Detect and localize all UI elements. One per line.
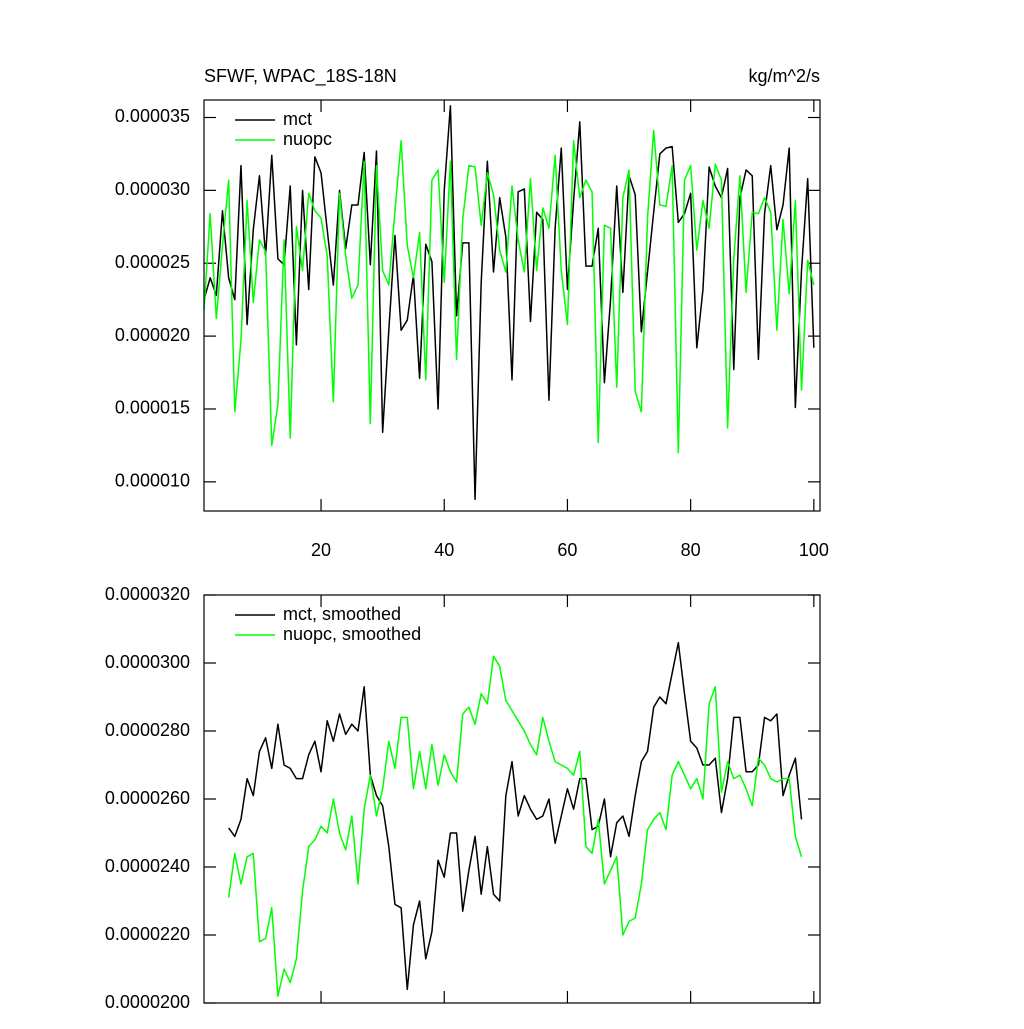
data-line — [228, 641, 803, 991]
x-tick-label: 60 — [557, 540, 577, 560]
y-tick-label: 0.0000240 — [105, 856, 190, 876]
legend-label: nuopc, smoothed — [283, 624, 421, 644]
data-line — [203, 105, 815, 501]
data-line — [203, 129, 815, 454]
legend-label: mct — [283, 109, 312, 129]
y-tick-label: 0.000010 — [115, 471, 190, 491]
y-tick-label: 0.0000220 — [105, 924, 190, 944]
y-tick-label: 0.0000280 — [105, 720, 190, 740]
y-tick-label: 0.000020 — [115, 325, 190, 345]
y-tick-label: 0.0000260 — [105, 788, 190, 808]
x-tick-label: 40 — [434, 540, 454, 560]
y-tick-label: 0.000035 — [115, 106, 190, 126]
x-tick-label: 100 — [799, 540, 829, 560]
y-tick-label: 0.0000300 — [105, 652, 190, 672]
x-tick-label: 20 — [311, 540, 331, 560]
y-tick-label: 0.000030 — [115, 179, 190, 199]
data-line — [227, 655, 803, 997]
y-tick-label: 0.0000200 — [105, 992, 190, 1012]
y-tick-label: 0.000015 — [115, 398, 190, 418]
y-tick-label: 0.000025 — [115, 252, 190, 272]
chart-title: SFWF, WPAC_18S-18N — [204, 66, 397, 87]
units-label: kg/m^2/s — [749, 66, 820, 86]
y-tick-label: 0.0000320 — [105, 584, 190, 604]
legend-label: nuopc — [283, 129, 332, 149]
x-tick-label: 80 — [681, 540, 701, 560]
legend-label: mct, smoothed — [283, 604, 401, 624]
plot-frame — [203, 99, 821, 512]
plot-frame — [203, 594, 821, 1004]
